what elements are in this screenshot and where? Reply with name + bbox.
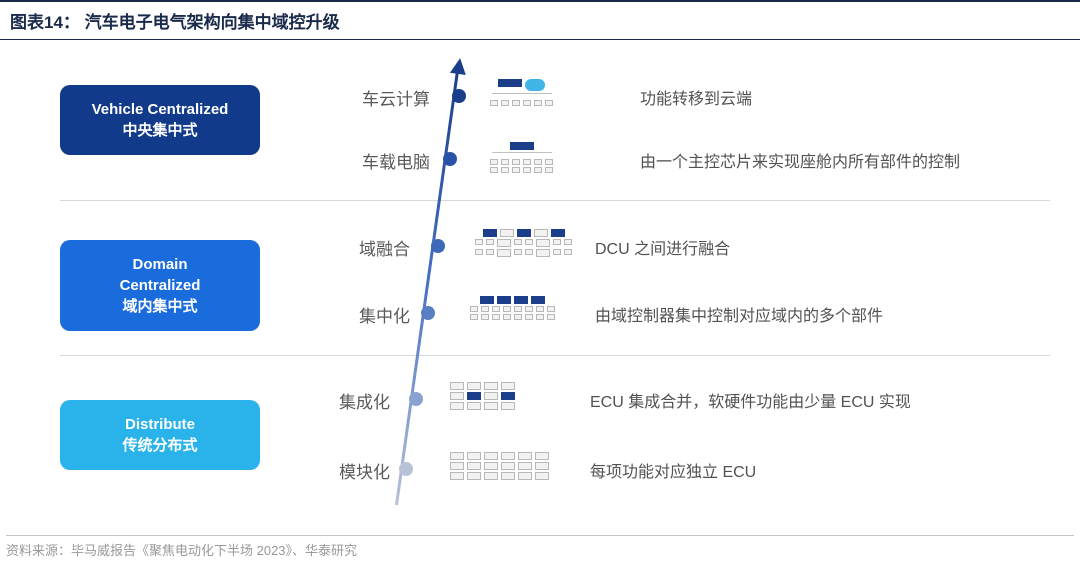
- step-description: 由一个主控芯片来实现座舱内所有部件的控制: [640, 148, 960, 172]
- step-label: 车载电脑: [330, 148, 430, 173]
- tier-block: Domain Centralized域内集中式: [60, 240, 260, 331]
- progression-arrow-line: [395, 69, 459, 505]
- figure-header: 图表14： 汽车电子电气架构向集中域控升级: [0, 0, 1080, 40]
- tier-divider: [60, 200, 1050, 201]
- step-description: DCU 之间进行融合: [595, 235, 730, 259]
- architecture-mini-icon: [470, 296, 555, 320]
- step-label: 集成化: [290, 388, 390, 413]
- step-dot: [443, 152, 457, 166]
- tier-title-en: Distribute: [70, 414, 250, 435]
- source-text: 资料来源：毕马威报告《聚焦电动化下半场 2023》、华泰研究: [6, 543, 357, 558]
- architecture-mini-icon: [475, 229, 572, 257]
- tier-title-en: Domain Centralized: [70, 254, 250, 296]
- step-description: 由域控制器集中控制对应域内的多个部件: [595, 302, 883, 326]
- tier-block: Vehicle Centralized中央集中式: [60, 85, 260, 155]
- step-description: 功能转移到云端: [640, 85, 752, 109]
- step-label: 域融合: [310, 235, 410, 260]
- step-dot: [421, 306, 435, 320]
- step-label: 集中化: [310, 302, 410, 327]
- step-dot: [431, 239, 445, 253]
- step-dot: [409, 392, 423, 406]
- diagram-content: Vehicle Centralized中央集中式车云计算功能转移到云端车载电脑由…: [0, 40, 1080, 530]
- figure-title: 图表14： 汽车电子电气架构向集中域控升级: [10, 13, 340, 32]
- step-dot: [452, 89, 466, 103]
- tier-block: Distribute传统分布式: [60, 400, 260, 470]
- step-description: ECU 集成合并，软硬件功能由少量 ECU 实现: [590, 388, 911, 412]
- architecture-mini-icon: [490, 79, 553, 106]
- architecture-mini-icon: [450, 382, 515, 410]
- tier-title-zh: 域内集中式: [70, 296, 250, 317]
- tier-title-zh: 传统分布式: [70, 435, 250, 456]
- step-dot: [399, 462, 413, 476]
- step-description: 每项功能对应独立 ECU: [590, 458, 756, 482]
- progression-arrow-head: [450, 57, 468, 75]
- source-footer: 资料来源：毕马威报告《聚焦电动化下半场 2023》、华泰研究: [6, 535, 1074, 559]
- architecture-mini-icon: [450, 452, 549, 480]
- tier-title-en: Vehicle Centralized: [70, 99, 250, 120]
- tier-divider: [60, 355, 1050, 356]
- step-label: 车云计算: [330, 85, 430, 110]
- tier-title-zh: 中央集中式: [70, 120, 250, 141]
- architecture-mini-icon: [490, 142, 553, 173]
- step-label: 模块化: [290, 458, 390, 483]
